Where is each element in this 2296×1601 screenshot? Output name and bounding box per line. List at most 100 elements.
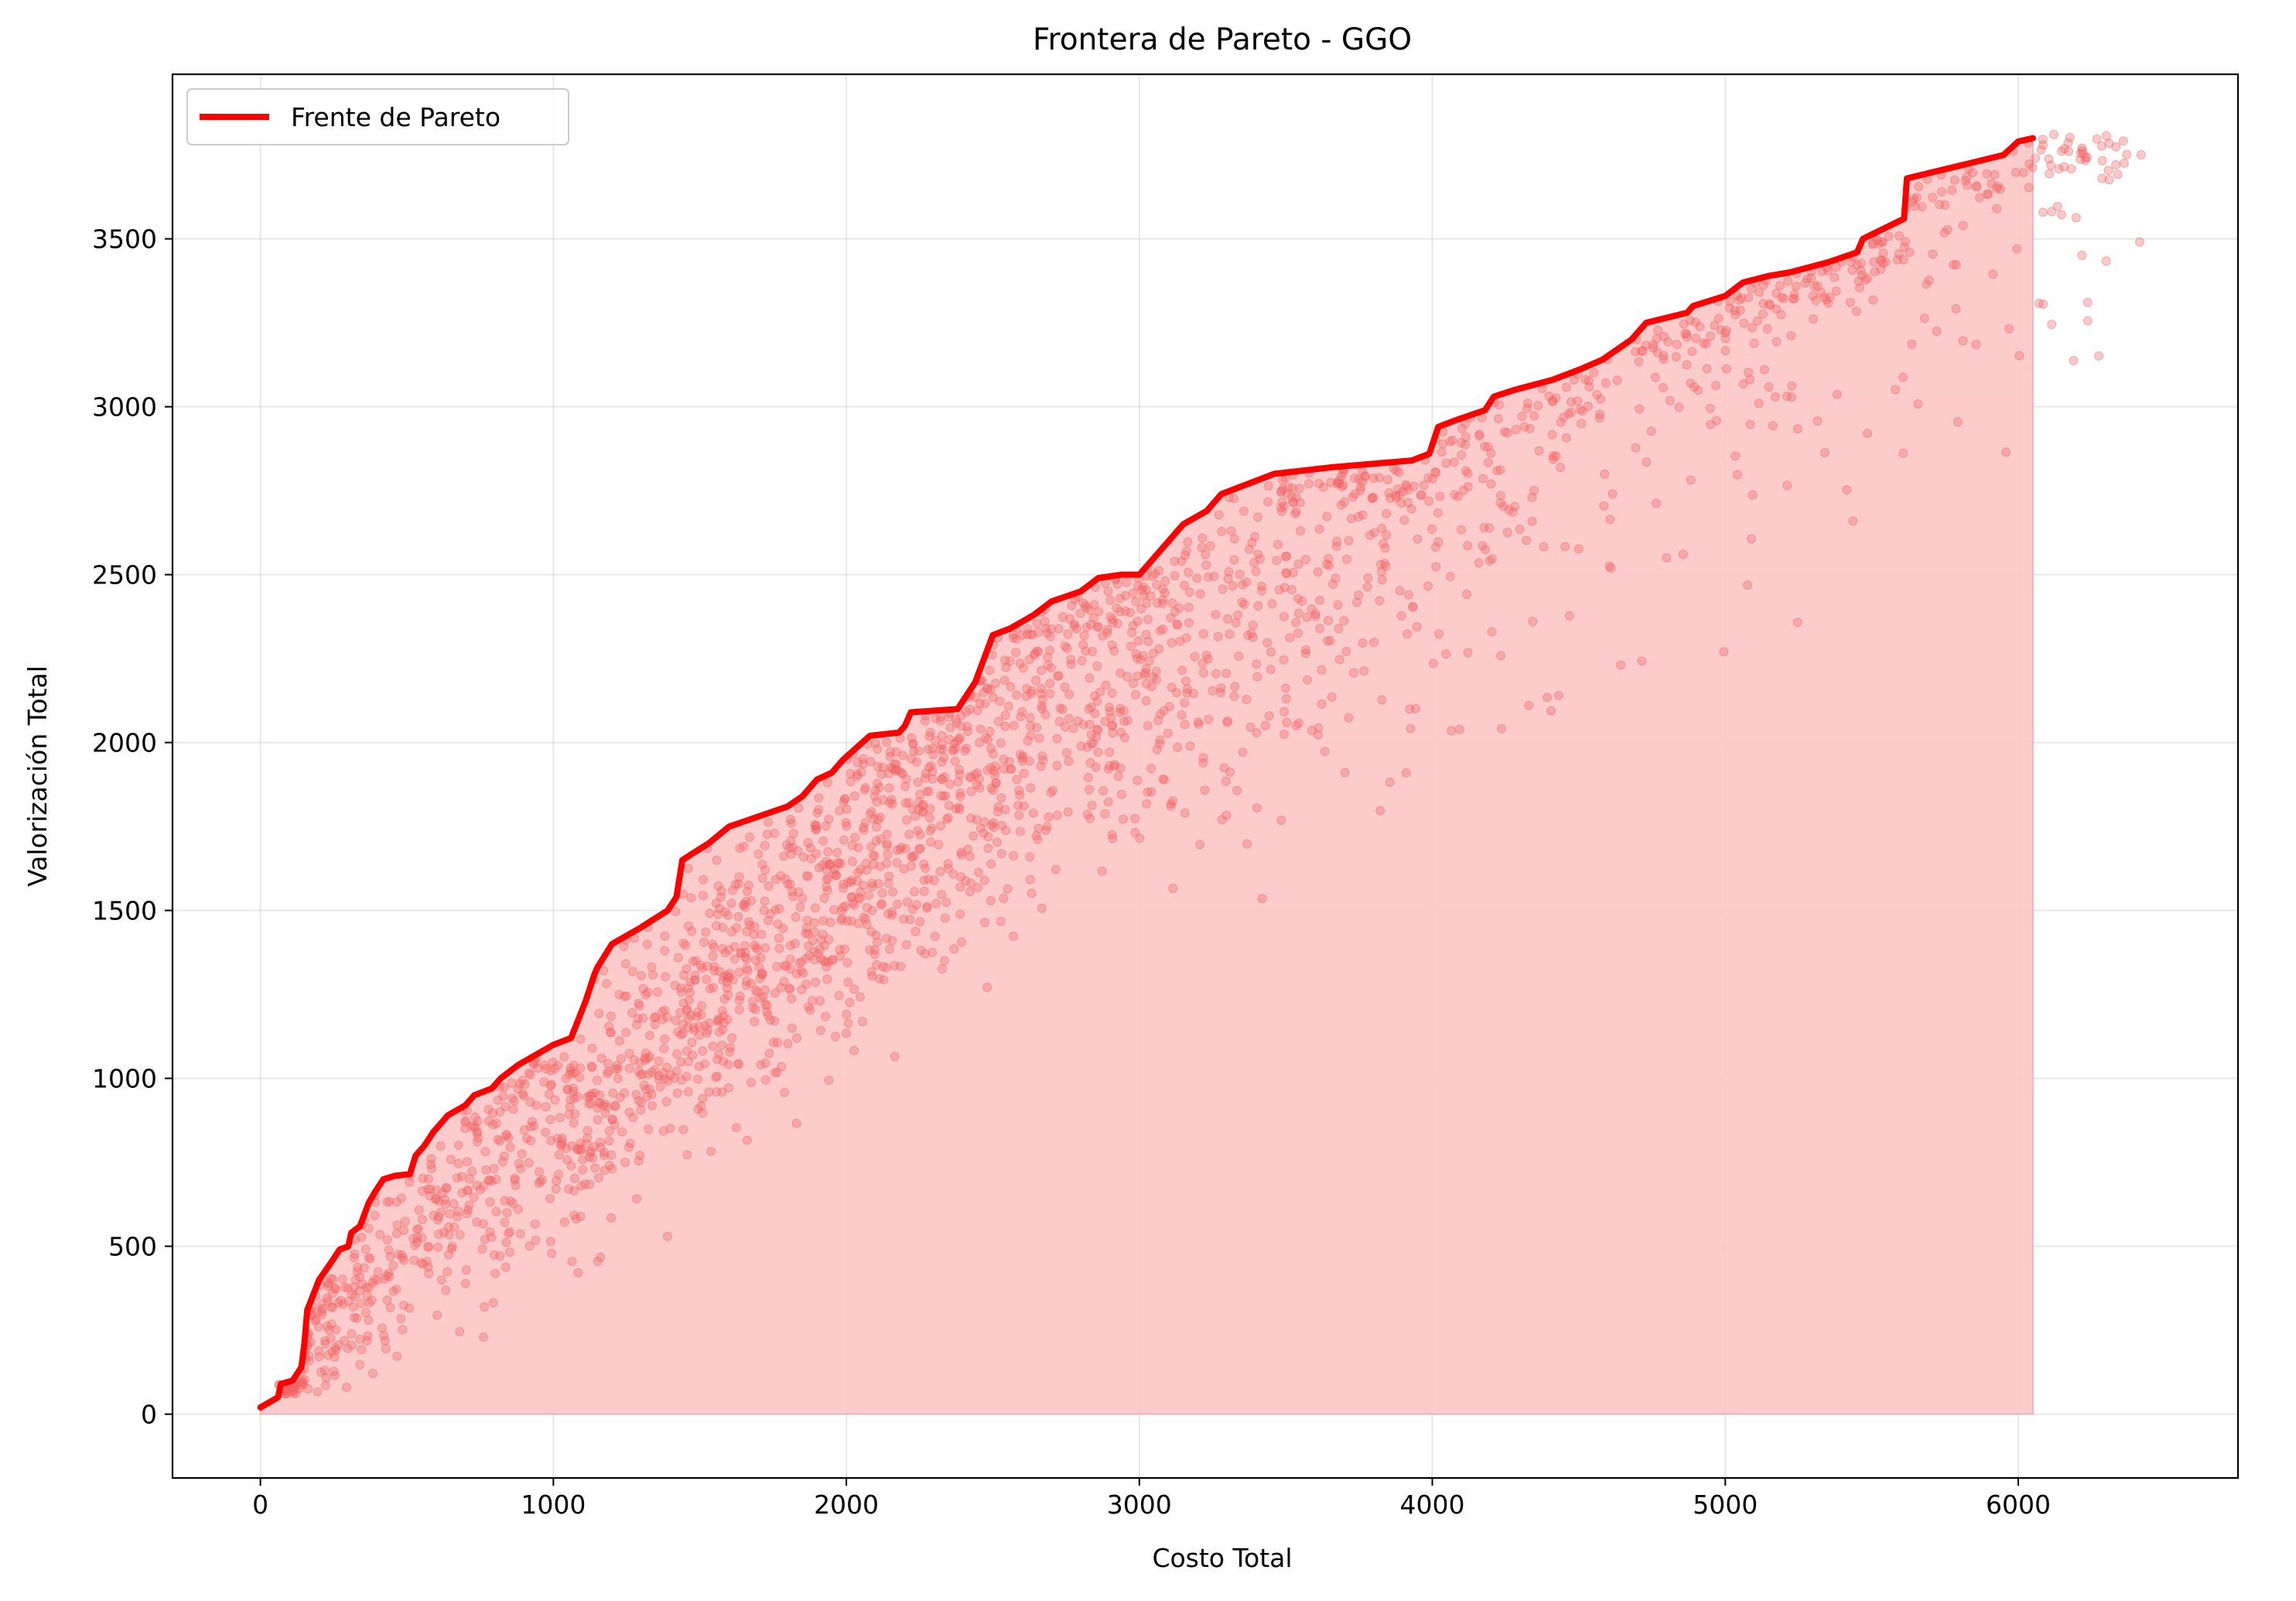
solution-point [2056, 210, 2066, 220]
solution-point [1127, 628, 1137, 638]
solution-point [969, 831, 979, 841]
solution-point [1478, 541, 1488, 551]
solution-point [1177, 556, 1187, 566]
solution-point [899, 914, 909, 924]
solution-point [2046, 160, 2056, 170]
solution-point [1423, 581, 1433, 591]
solution-point [612, 1061, 622, 1071]
solution-point [433, 1215, 443, 1225]
solution-point [669, 1073, 679, 1083]
solution-point [1510, 501, 1520, 511]
solution-point [1495, 465, 1505, 475]
solution-point [806, 854, 816, 864]
solution-point [1293, 559, 1303, 569]
solution-point [996, 916, 1006, 926]
solution-point [1461, 466, 1471, 476]
solution-point [501, 1102, 511, 1111]
solution-point [1665, 395, 1675, 405]
solution-point [1291, 493, 1301, 502]
solution-point [453, 1212, 463, 1222]
solution-point [569, 1118, 579, 1128]
solution-point [319, 1365, 330, 1375]
solution-point [1116, 668, 1126, 678]
solution-point [1094, 607, 1104, 617]
solution-point [981, 733, 990, 743]
solution-point [1158, 584, 1168, 594]
solution-point [1112, 618, 1122, 628]
solution-point [757, 873, 767, 883]
solution-point [1097, 866, 1107, 876]
solution-point [587, 1062, 597, 1072]
solution-point [895, 844, 905, 854]
solution-point [650, 1019, 660, 1029]
solution-point [2082, 316, 2093, 326]
solution-point [1377, 695, 1387, 705]
solution-point [921, 864, 931, 873]
solution-point [988, 749, 998, 759]
solution-point [1453, 491, 1463, 501]
solution-point [811, 903, 821, 913]
solution-point [2092, 134, 2102, 144]
solution-point [1752, 316, 1762, 326]
solution-point [1136, 655, 1146, 665]
solution-point [788, 891, 798, 901]
solution-point [818, 915, 829, 925]
solution-point [935, 867, 945, 877]
solution-point [457, 1188, 467, 1198]
solution-point [691, 956, 701, 966]
solution-point [1126, 607, 1136, 617]
solution-point [1252, 659, 1262, 669]
solution-point [569, 1060, 579, 1070]
solution-point [635, 1058, 644, 1068]
solution-point [677, 1075, 687, 1085]
solution-point [1310, 611, 1321, 621]
solution-point [610, 1120, 620, 1130]
solution-point [847, 892, 857, 902]
solution-point [1556, 463, 1566, 472]
solution-point [873, 879, 883, 888]
solution-point [382, 1235, 392, 1245]
solution-point [1431, 467, 1441, 477]
solution-point [602, 1069, 612, 1079]
solution-point [1551, 393, 1561, 403]
solution-point [836, 906, 846, 916]
solution-point [631, 1020, 641, 1030]
solution-point [2054, 164, 2064, 174]
solution-point [682, 1004, 692, 1014]
solution-point [1288, 497, 1297, 507]
solution-point [1368, 492, 1379, 502]
solution-point [1004, 757, 1014, 767]
solution-point [768, 1038, 778, 1048]
solution-point [1180, 698, 1190, 708]
solution-point [2077, 143, 2087, 153]
solution-point [1180, 808, 1190, 818]
solution-point [1504, 505, 1514, 515]
solution-point [1898, 448, 1908, 458]
solution-point [962, 706, 972, 717]
solution-point [1003, 884, 1013, 894]
solution-point [485, 1227, 495, 1237]
solution-point [1084, 704, 1094, 714]
solution-point [422, 1184, 432, 1194]
solution-point [464, 1200, 474, 1210]
x-tick-label: 2000 [814, 1490, 879, 1520]
solution-point [1595, 409, 1604, 419]
solution-point [479, 1181, 489, 1191]
solution-point [711, 1072, 721, 1082]
solution-point [678, 1124, 688, 1134]
solution-point [842, 804, 852, 814]
solution-point [693, 1074, 703, 1084]
solution-point [1158, 595, 1168, 605]
solution-point [1487, 554, 1497, 564]
solution-point [1216, 687, 1225, 697]
solution-point [501, 1129, 511, 1139]
solution-point [1813, 281, 1823, 291]
solution-point [1095, 687, 1105, 697]
solution-point [409, 1255, 419, 1265]
solution-point [654, 1071, 664, 1081]
solution-point [541, 1102, 551, 1112]
solution-point [1369, 638, 1379, 648]
solution-point [1294, 484, 1304, 494]
solution-point [1867, 239, 1877, 249]
